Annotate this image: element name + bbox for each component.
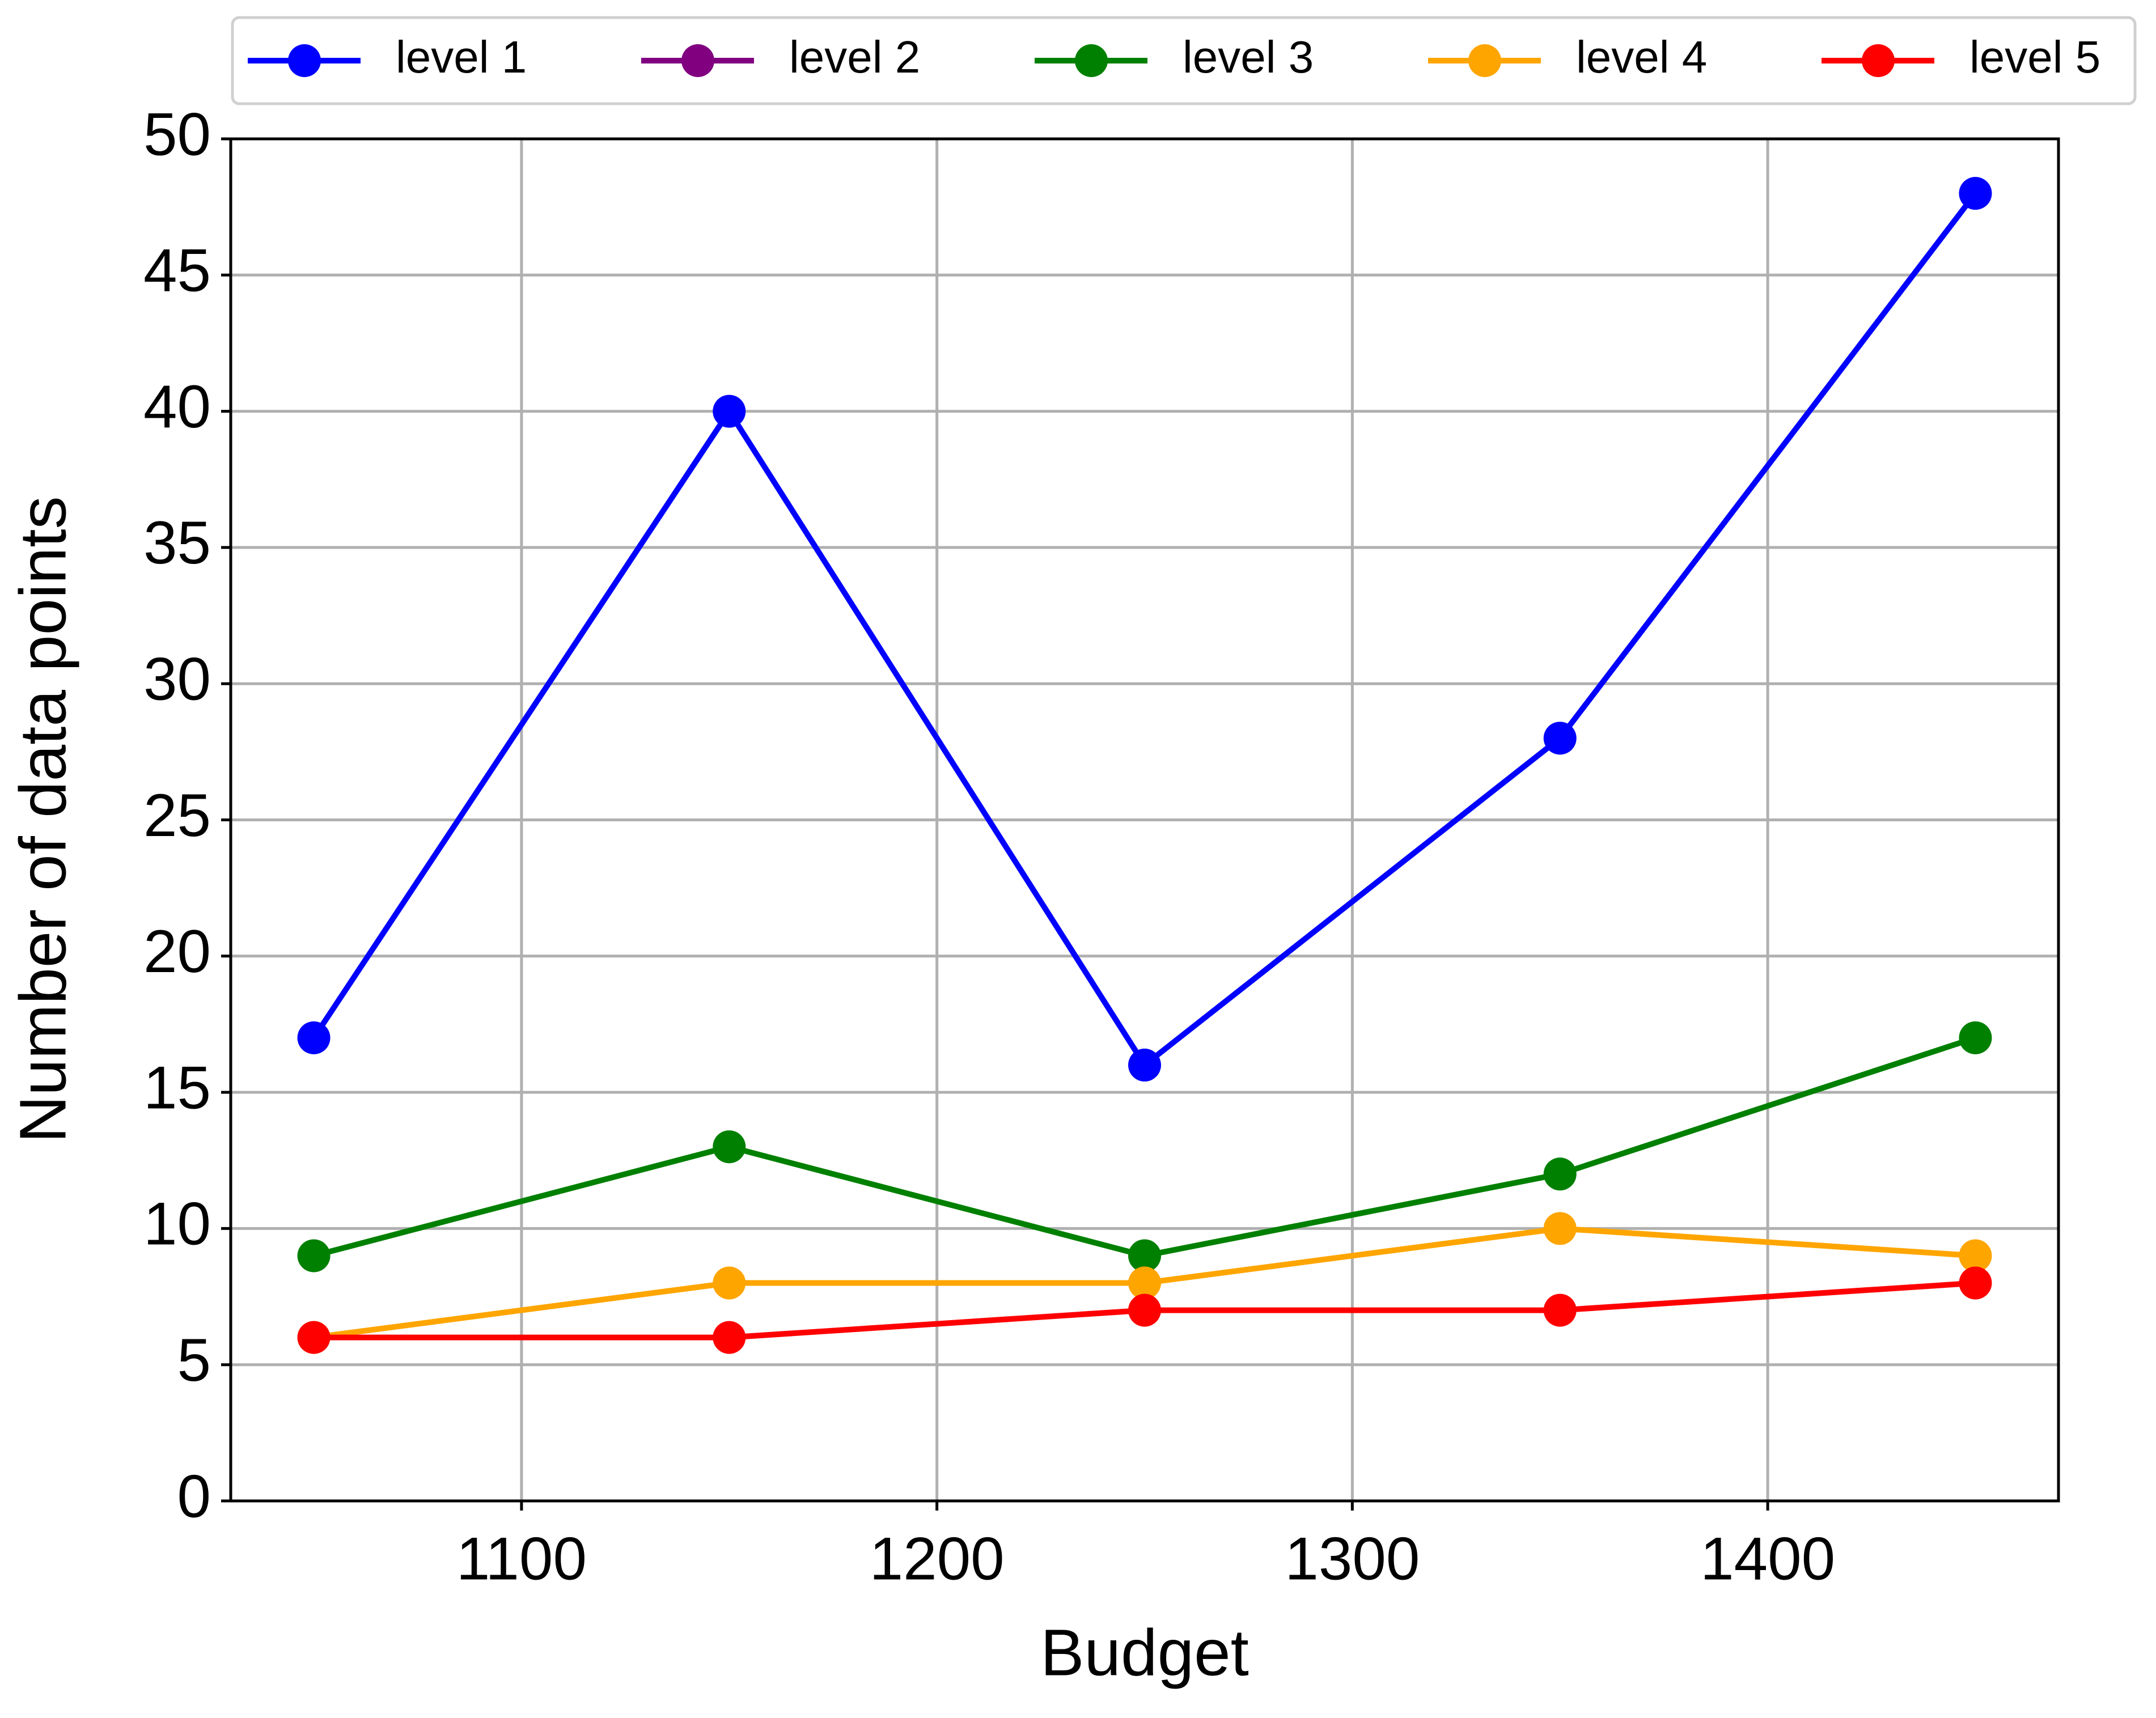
data-point: [1128, 1049, 1161, 1082]
legend-label: level 2: [789, 32, 920, 82]
data-point: [1128, 1266, 1161, 1300]
data-point: [1128, 1239, 1161, 1272]
y-tick-label: 30: [143, 644, 211, 712]
data-point: [1959, 177, 1992, 210]
legend-marker: [1468, 44, 1501, 77]
y-tick-label: 20: [143, 917, 211, 985]
data-point: [713, 394, 746, 428]
data-point: [1959, 1266, 1992, 1300]
legend-marker: [1075, 44, 1108, 77]
data-point: [1543, 1157, 1577, 1191]
legend-label: level 3: [1183, 32, 1314, 82]
x-tick-label: 1200: [870, 1524, 1005, 1592]
data-point: [1959, 1239, 1992, 1272]
data-point: [713, 1130, 746, 1164]
y-tick-label: 15: [143, 1053, 211, 1121]
data-point: [713, 1321, 746, 1354]
legend-marker: [288, 44, 321, 77]
legend-box: [231, 16, 2137, 105]
x-tick-label: 1400: [1700, 1524, 1835, 1592]
data-point: [297, 1321, 331, 1354]
data-point: [1543, 722, 1577, 755]
y-tick-label: 25: [143, 781, 211, 849]
y-tick-label: 35: [143, 508, 211, 576]
data-point: [297, 1021, 331, 1054]
plot-frame: [229, 137, 2060, 1503]
y-tick-label: 45: [143, 236, 211, 304]
y-tick-label: 0: [177, 1462, 211, 1530]
data-point: [1543, 1212, 1577, 1245]
y-tick-label: 5: [177, 1326, 211, 1394]
legend-marker: [1862, 44, 1895, 77]
legend-marker: [681, 44, 714, 77]
y-tick-label: 10: [143, 1190, 211, 1258]
legend-label: level 1: [396, 32, 527, 82]
data-point: [713, 1266, 746, 1300]
y-axis-label: Number of data points: [6, 496, 80, 1143]
x-tick-label: 1300: [1285, 1524, 1420, 1592]
data-point: [1128, 1293, 1161, 1327]
x-tick-label: 1100: [456, 1524, 587, 1592]
data-point: [297, 1239, 331, 1272]
legend-label: level 5: [1969, 32, 2100, 82]
data-point: [1543, 1293, 1577, 1327]
x-axis-label: Budget: [1040, 1616, 1249, 1690]
legend-label: level 4: [1576, 32, 1707, 82]
y-tick-label: 40: [143, 372, 211, 440]
y-tick-label: 50: [143, 100, 211, 168]
data-point: [1959, 1021, 1992, 1054]
